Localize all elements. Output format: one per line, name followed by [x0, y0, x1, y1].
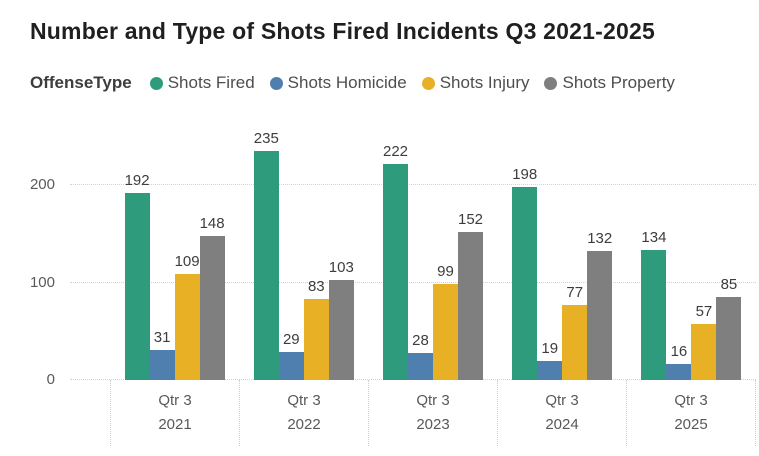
category-label-year: 2022 — [287, 416, 321, 433]
legend: OffenseType Shots Fired Shots Homicide Sho… — [30, 72, 690, 94]
bar-shots-homicide[interactable]: 19 — [537, 340, 563, 380]
bar-value-label: 152 — [457, 211, 484, 228]
legend-item-label: Shots Property — [562, 73, 675, 92]
category-label: Qtr 3 2022 — [239, 380, 368, 446]
bar-shots-injury[interactable]: 83 — [303, 278, 329, 380]
bar-shots-property[interactable]: 132 — [587, 230, 612, 380]
category-label-year: 2024 — [545, 416, 579, 433]
bar-shots-homicide[interactable]: 28 — [408, 332, 433, 380]
bar-groups: 192 31 109 148 235 29 83 103 222 28 99 152 198 19 77 13… — [110, 120, 756, 380]
y-tick-label-200: 200 — [29, 176, 55, 194]
bar-shots-fired[interactable]: 134 — [641, 229, 666, 380]
legend-item-label: Shots Injury — [439, 73, 530, 92]
legend-dot-shots-fired-icon — [149, 76, 163, 90]
y-tick-label-100: 100 — [29, 273, 55, 291]
legend-item-shots-property[interactable]: Shots Property — [544, 73, 675, 93]
bar-group: 222 28 99 152 — [368, 120, 497, 380]
bar-shots-fired[interactable]: 222 — [383, 143, 408, 380]
bar-value-label: 235 — [253, 130, 279, 147]
bar-value-label: 198 — [512, 166, 538, 183]
legend-dot-shots-injury-icon — [421, 76, 435, 90]
bar-value-label: 103 — [328, 259, 354, 276]
bar-value-label: 99 — [437, 263, 454, 280]
legend-item-label: Shots Fired — [167, 73, 255, 92]
bar-shots-property[interactable]: 152 — [458, 211, 483, 380]
category-label-quarter: Qtr 3 — [416, 392, 450, 409]
category-label-year: 2021 — [158, 416, 192, 433]
bar-shots-injury[interactable]: 99 — [433, 263, 458, 380]
category-label: Qtr 3 2023 — [368, 380, 497, 446]
legend-items: Shots Fired Shots Homicide Shots Injury Sho… — [149, 73, 690, 93]
bar-group: 134 16 57 85 — [627, 120, 756, 380]
bar-value-label: 222 — [382, 143, 409, 160]
y-tick-label-0: 0 — [46, 371, 55, 388]
legend-dot-shots-property-icon — [544, 76, 558, 90]
bar-group: 198 19 77 132 — [498, 120, 627, 380]
bar-shots-homicide[interactable]: 16 — [666, 343, 692, 380]
bar-value-label: 83 — [307, 278, 325, 295]
bar-group: 192 31 109 148 — [110, 120, 239, 380]
bar-value-label: 109 — [174, 253, 200, 270]
legend-item-shots-injury[interactable]: Shots Injury — [421, 73, 530, 93]
category-label: Qtr 3 2024 — [497, 380, 626, 446]
bar-shots-injury[interactable]: 57 — [691, 303, 717, 380]
category-label-year: 2023 — [416, 416, 450, 433]
bar-shots-fired[interactable]: 192 — [125, 172, 150, 380]
bar-value-label: 16 — [670, 343, 688, 360]
bar-shots-homicide[interactable]: 29 — [278, 331, 304, 380]
bar-value-label: 57 — [695, 303, 713, 320]
bar-value-label: 29 — [282, 331, 300, 348]
chart-title: Number and Type of Shots Fired Incidents… — [30, 18, 655, 44]
bar-value-label: 77 — [566, 284, 584, 301]
legend-dot-shots-homicide-icon — [269, 76, 283, 90]
bar-shots-injury[interactable]: 77 — [562, 284, 588, 380]
category-label: Qtr 3 2021 — [110, 380, 239, 446]
bar-value-label: 28 — [412, 332, 429, 349]
bar-value-label: 132 — [587, 230, 613, 247]
bar-value-label: 85 — [720, 276, 738, 293]
bar-shots-property[interactable]: 85 — [716, 276, 742, 380]
bar-shots-homicide[interactable]: 31 — [149, 329, 175, 380]
category-label-quarter: Qtr 3 — [545, 392, 579, 409]
bar-shots-fired[interactable]: 198 — [512, 166, 537, 380]
legend-item-shots-fired[interactable]: Shots Fired — [149, 73, 255, 93]
bar-value-label: 19 — [541, 340, 559, 357]
plot-area: 0 100 200 192 31 109 148 235 29 83 103 222 28 99 152 1… — [0, 120, 759, 388]
bar-shots-fired[interactable]: 235 — [254, 130, 279, 380]
category-label-quarter: Qtr 3 — [158, 392, 192, 409]
legend-title: OffenseType — [30, 73, 132, 92]
category-label-quarter: Qtr 3 — [674, 392, 708, 409]
gridline-200 — [70, 184, 756, 186]
category-label-year: 2025 — [674, 416, 708, 433]
legend-item-shots-homicide[interactable]: Shots Homicide — [269, 73, 407, 93]
gridline-100 — [70, 281, 756, 283]
category-label-quarter: Qtr 3 — [287, 392, 321, 409]
x-axis: Qtr 3 2021 Qtr 3 2022 Qtr 3 2023 Qtr 3 2024 Qtr … — [110, 380, 756, 446]
bar-group: 235 29 83 103 — [239, 120, 368, 380]
bar-value-label: 31 — [153, 329, 171, 346]
bar-value-label: 134 — [641, 229, 667, 246]
bar-shots-property[interactable]: 148 — [200, 215, 225, 380]
bar-shots-injury[interactable]: 109 — [175, 253, 200, 380]
bar-shots-property[interactable]: 103 — [329, 259, 354, 380]
bar-value-label: 192 — [124, 172, 150, 189]
legend-item-label: Shots Homicide — [287, 73, 407, 92]
bar-value-label: 148 — [199, 215, 225, 232]
category-label: Qtr 3 2025 — [626, 380, 756, 446]
